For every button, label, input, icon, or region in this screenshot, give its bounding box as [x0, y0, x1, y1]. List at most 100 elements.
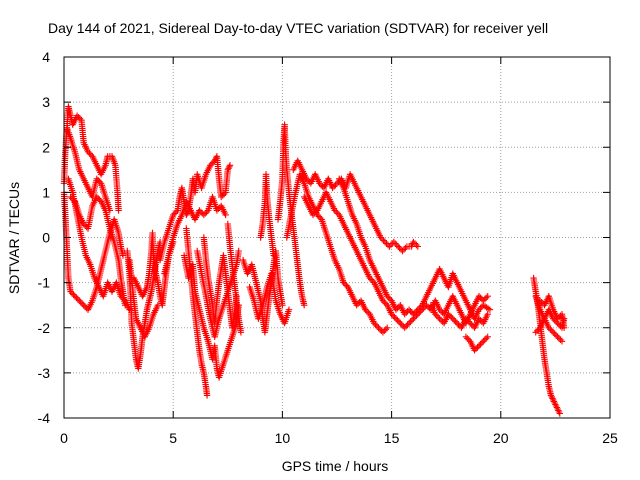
x-tick-label: 10	[275, 430, 291, 446]
data-point-marker	[554, 405, 561, 413]
data-point-marker	[75, 114, 82, 121]
x-tick-label: 0	[60, 430, 68, 446]
data-point-marker	[329, 184, 336, 192]
data-point-marker	[172, 208, 180, 216]
data-point-marker	[154, 302, 162, 309]
data-point-marker	[333, 208, 340, 216]
y-tick-label: -2	[38, 320, 51, 336]
data-point-marker	[224, 166, 231, 173]
data-point-marker	[79, 300, 86, 307]
chart-title: Day 144 of 2021, Sidereal Day-to-day VTE…	[48, 20, 548, 36]
data-point-marker	[410, 311, 417, 318]
data-point-marker	[403, 323, 410, 330]
data-point-marker	[436, 315, 443, 322]
data-point-marker	[386, 296, 394, 303]
data-point-marker	[452, 318, 459, 325]
data-point-marker	[392, 315, 400, 322]
data-point-marker	[395, 243, 402, 250]
data-point-marker	[417, 303, 424, 310]
data-point-marker	[551, 330, 558, 337]
data-point-marker	[403, 309, 410, 316]
data-point-marker	[483, 294, 490, 301]
data-point-marker	[226, 162, 234, 169]
data-point-marker	[445, 311, 452, 318]
data-point-marker	[86, 150, 93, 157]
data-point-marker	[554, 333, 561, 340]
data-point-marker	[551, 399, 558, 407]
data-point-marker	[379, 329, 387, 336]
data-point-marker	[410, 238, 417, 246]
data-point-marker	[401, 311, 408, 318]
data-point-marker	[462, 315, 470, 322]
data-point-marker	[555, 321, 563, 328]
data-point-marker	[558, 338, 566, 345]
data-point-marker	[389, 312, 397, 319]
x-tick-label: 15	[384, 430, 400, 446]
data-point-marker	[377, 234, 384, 241]
data-point-marker	[481, 336, 488, 343]
data-point-marker	[218, 193, 225, 201]
data-point-marker	[170, 211, 177, 219]
data-point-marker	[96, 178, 103, 185]
data-point-marker	[222, 211, 229, 219]
data-point-marker	[370, 320, 378, 327]
x-tick-label: 5	[169, 430, 177, 446]
data-point-marker	[368, 276, 375, 283]
data-point-marker	[448, 314, 455, 321]
data-point-marker	[343, 282, 350, 289]
data-point-marker	[362, 306, 369, 313]
data-point-marker	[414, 243, 421, 250]
data-point-marker	[95, 195, 102, 202]
data-point-marker	[74, 296, 81, 303]
x-tick-label: 20	[493, 430, 509, 446]
data-point-marker	[391, 314, 398, 321]
data-point-marker	[413, 308, 420, 315]
data-point-marker	[80, 302, 87, 309]
data-point-marker	[481, 296, 488, 303]
data-point-marker	[376, 326, 384, 333]
plot-area	[60, 103, 568, 417]
data-point-marker	[203, 392, 211, 399]
y-tick-label: -4	[38, 410, 51, 426]
data-point-marker	[401, 324, 408, 331]
data-point-marker	[414, 306, 421, 313]
data-point-marker	[453, 320, 461, 327]
data-point-marker	[213, 207, 221, 214]
data-point-marker	[484, 311, 491, 318]
data-point-marker	[483, 335, 490, 342]
data-point-marker	[538, 299, 545, 306]
data-point-marker	[475, 342, 483, 349]
data-point-marker	[312, 208, 320, 216]
data-point-marker	[68, 290, 76, 297]
data-point-marker	[405, 320, 413, 327]
data-point-marker	[435, 314, 442, 321]
data-point-marker	[202, 210, 209, 217]
data-point-marker	[552, 402, 560, 410]
data-point-marker	[95, 177, 102, 184]
data-point-marker	[379, 297, 387, 304]
axis-ticks: 0 5 10 15 20 25 -4 -3 -2 -1 0 1 2 3 4	[38, 49, 618, 446]
data-point-marker	[226, 163, 233, 170]
data-point-marker	[560, 324, 568, 331]
data-point-marker	[365, 309, 372, 316]
data-point-marker	[471, 347, 478, 354]
data-point-marker	[71, 293, 79, 300]
data-point-marker	[382, 300, 389, 307]
data-point-marker	[475, 293, 483, 300]
data-point-marker	[551, 317, 558, 324]
data-point-marker	[221, 190, 228, 198]
data-point-marker	[93, 175, 100, 182]
data-point-marker	[477, 305, 484, 312]
data-point-marker	[76, 115, 84, 122]
data-point-marker	[548, 327, 555, 334]
data-point-marker	[394, 317, 401, 324]
data-point-marker	[399, 247, 406, 255]
data-point-marker	[552, 401, 559, 408]
x-tick-label: 25	[602, 430, 618, 446]
data-point-marker	[380, 237, 387, 244]
data-point-marker	[408, 243, 415, 250]
data-point-marker	[398, 321, 405, 328]
data-point-marker	[464, 317, 471, 324]
data-point-marker	[392, 306, 400, 313]
